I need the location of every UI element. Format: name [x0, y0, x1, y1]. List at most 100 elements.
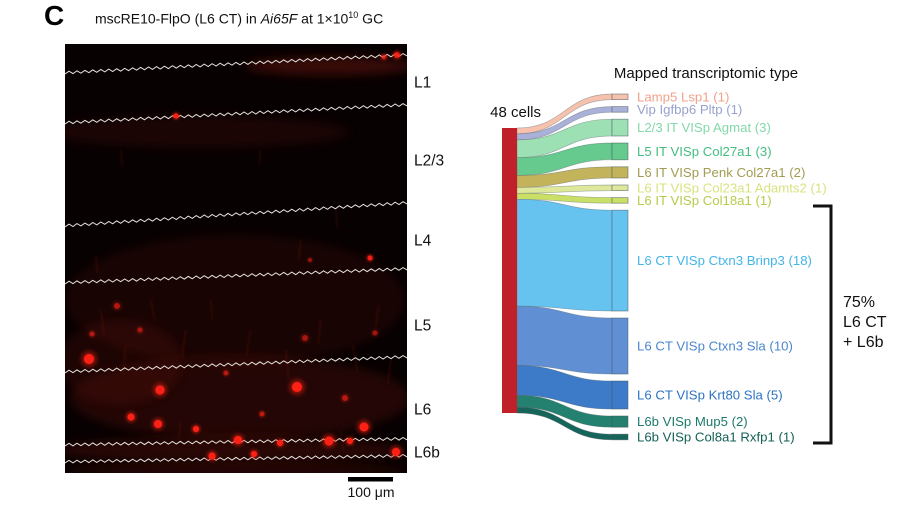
sankey-flow-label: L6 IT VISp Col18a1 (1) [637, 193, 772, 208]
cell-glow [134, 324, 146, 336]
layer-boundary-line [65, 453, 407, 464]
title-suffix: GC [358, 10, 384, 27]
dendrite-streak [298, 240, 302, 261]
figure-title: mscRE10-FlpO (L6 CT) in Ai65F at 1×1010 … [95, 10, 383, 27]
labeled-cell [324, 436, 334, 446]
sankey-target-node [611, 415, 629, 428]
labeled-cell [173, 113, 179, 119]
dendrite-streak [258, 150, 262, 165]
cell-glow [298, 331, 312, 345]
sankey-flow-label: L6 CT VISp Ctxn3 Sla (10) [637, 339, 793, 354]
panel-label: C [44, 0, 65, 31]
sankey-flow-label: L6 IT VISp Col23a1 Adamts2 (1) [637, 180, 827, 195]
sankey-flow-label: L6 CT VISp Krt80 Sla (5) [637, 388, 783, 403]
layer-boundary-line [65, 53, 407, 75]
title-superscript: 10 [348, 10, 359, 20]
labeled-cell [308, 258, 312, 262]
sankey-flow-label: L6 CT VISp Ctxn3 Brinp3 (18) [637, 253, 812, 268]
labeled-cell [367, 255, 373, 261]
layer-boundary-line [65, 201, 407, 228]
dendrite-streak [181, 330, 187, 358]
sankey-flow-ribbon [516, 305, 613, 375]
cell-glow [369, 327, 381, 339]
dendrite-streak [178, 420, 182, 439]
scale-bar [348, 477, 393, 482]
labeled-cell [114, 303, 120, 309]
sankey-target-node [611, 166, 629, 179]
labeled-cell [359, 422, 369, 432]
labeled-cell [251, 451, 257, 457]
labeled-cell [277, 440, 283, 446]
layer-label: L6 [414, 402, 431, 419]
layer-label: L1 [414, 75, 431, 92]
fluorescence-wash [245, 57, 407, 75]
labeled-cell [137, 327, 143, 333]
labeled-cell [234, 436, 242, 444]
dendrite-streak [99, 309, 106, 336]
layer-boundary-line [65, 355, 407, 374]
dendrite-streak [317, 320, 322, 345]
cell-glow [305, 255, 315, 265]
labeled-cell [347, 438, 353, 444]
dendrite-streak [352, 344, 359, 373]
title-italic: Ai65F [260, 10, 298, 27]
layer-boundary-line [65, 103, 407, 125]
fluorescence-wash [65, 465, 407, 473]
sankey-target-node [611, 317, 629, 375]
labeled-cell [154, 420, 162, 428]
sankey-target-node [611, 209, 629, 312]
labeled-cell [259, 411, 265, 417]
labeled-cell [84, 354, 94, 364]
layer-label: L6b [414, 445, 440, 462]
labeled-cell [342, 395, 348, 401]
labeled-cell [381, 54, 387, 60]
dendrite-streak [285, 349, 290, 380]
sankey-target-node [611, 142, 629, 161]
sankey-flow-label: L2/3 IT VISp Agmat (3) [637, 120, 771, 135]
labeled-cell [292, 382, 302, 392]
labeled-cell [394, 52, 400, 58]
sankey-diagram: Lamp5 Lsp1 (1)Vip Igfbp6 Pltp (1) L2/3 IT… [502, 89, 827, 445]
layer-labels: L1 L2/3 L4 L5 L6 L6b [414, 75, 444, 462]
sankey-flow-label: L5 IT VISp Col27a1 (3) [637, 144, 772, 159]
sankey-source-node [502, 128, 517, 413]
sankey-flow-label: Lamp5 Lsp1 (1) [637, 89, 729, 104]
sankey-flow-label: L6b VISp Mup5 (2) [637, 414, 748, 429]
sankey-target-node [611, 118, 629, 137]
sankey-target-node [611, 197, 629, 204]
layer-label: L2/3 [414, 153, 444, 170]
dendrite-streak [387, 360, 392, 385]
dendrite-streak [335, 209, 339, 228]
title-mid: at 1×10 [297, 10, 349, 27]
sankey-flow-label: L6b VISp Col8a1 Rxfp1 (1) [637, 430, 795, 445]
sankey-flow-ribbon [516, 198, 613, 312]
layer-label: L5 [414, 318, 431, 335]
dendrite-streak [210, 299, 214, 320]
dendrite-streak [245, 329, 252, 356]
labeled-cell [208, 452, 216, 460]
labeled-cell [127, 413, 135, 421]
source-count-label: 48 cells [490, 104, 541, 121]
annotation-line-3: + L6b [843, 334, 884, 351]
layer-label: L4 [414, 233, 432, 250]
labeled-cell [372, 330, 378, 336]
scale-bar-label: 100 μm [348, 484, 395, 500]
sankey-target-node [611, 184, 629, 191]
dendrite-streak [122, 345, 127, 376]
dendrite-streak [150, 299, 157, 322]
dendrite-streak [119, 149, 123, 166]
sankey-target-node [611, 380, 629, 410]
sankey-target-node [611, 106, 629, 113]
labeled-cell [302, 335, 308, 341]
sankey-flow-label: L6 IT VISp Penk Col27a1 (2) [637, 165, 805, 180]
labeled-cell [193, 426, 199, 432]
title-prefix: mscRE10-FlpO (L6 CT) in [95, 10, 261, 27]
sankey-title: Mapped transcriptomic type [614, 65, 798, 82]
micrograph [65, 44, 407, 473]
labeled-cell [89, 331, 95, 337]
annotation-line-2: L6 CT [843, 314, 887, 331]
fluorescence-wash [65, 116, 350, 148]
sankey-target-node [611, 433, 629, 441]
